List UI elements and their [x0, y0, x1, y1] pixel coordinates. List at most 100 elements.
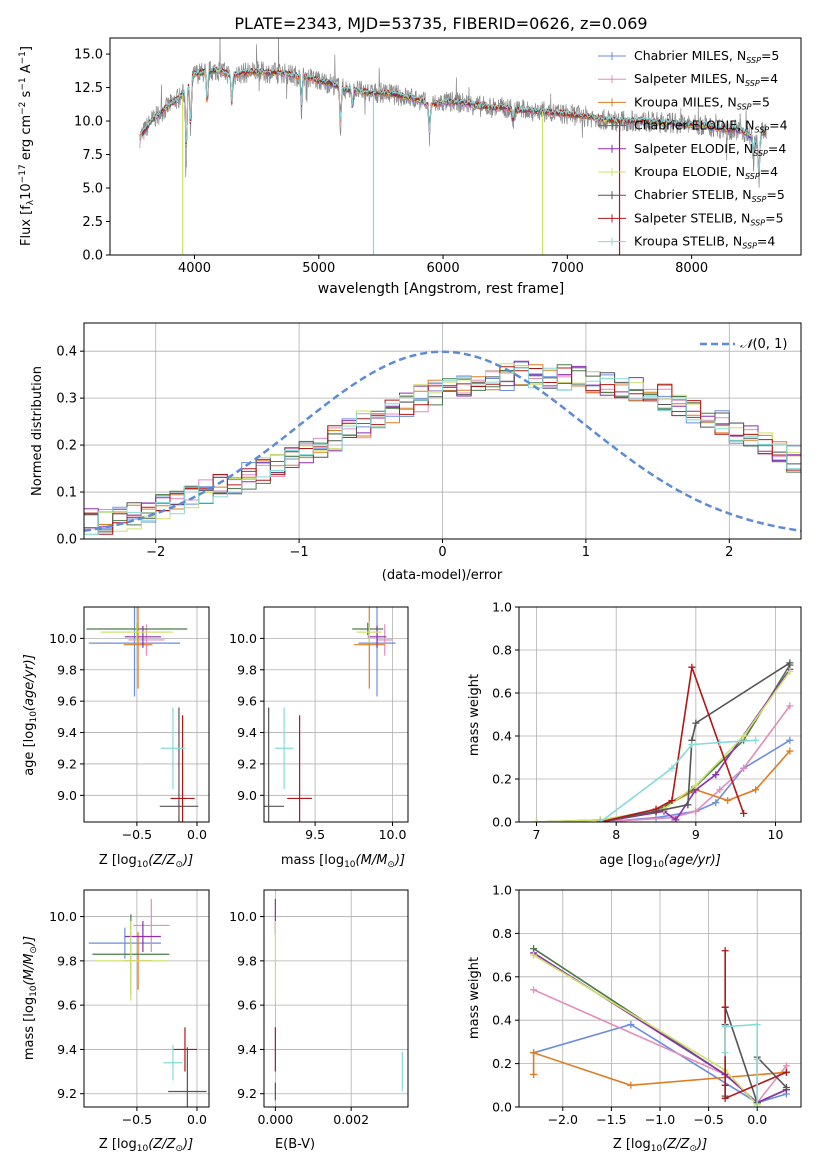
x-tick-label: 0.0 [747, 1112, 767, 1127]
y-tick-label: 0.6 [492, 969, 512, 984]
y-tick-label: 0.0 [56, 533, 77, 548]
mass-vs-z-x-label: Z [log10(Z/Z⊙)] [99, 1137, 193, 1154]
series-point-salpeter_miles [782, 1062, 790, 1070]
legend-label-kroupa_stelib: Kroupa STELIB, NSSP=4 [634, 234, 775, 251]
y-tick-label: 0.2 [492, 772, 512, 787]
y-tick-label: 0.4 [56, 345, 77, 360]
x-tick-label: 10 [768, 827, 784, 842]
x-tick-label: 9 [692, 827, 700, 842]
mass-vs-z-y-label: mass [log10(M/M⊙)] [22, 936, 39, 1060]
y-tick-label: 0.3 [56, 392, 77, 407]
x-tick-label: −0.5 [693, 1112, 723, 1127]
series-line-kroupa_elodie [536, 671, 791, 822]
legend-label-salpeter_elodie: Salpeter ELODIE, NSSP=4 [634, 141, 786, 158]
series-point-chabrier_stelib [684, 801, 692, 809]
y-tick-label: 0.2 [492, 1056, 512, 1071]
y-tick-label: 9.4 [57, 1042, 77, 1057]
legend-label-salpeter_miles: Salpeter MILES, NSSP=4 [634, 71, 778, 88]
age-vs-mass-x-label: mass [log10(M/M⊙)] [281, 853, 405, 870]
legend-label-chabrier_miles: Chabrier MILES, NSSP=5 [634, 48, 779, 65]
y-tick-label: 9.6 [57, 998, 77, 1013]
series-point-chabrier_miles [652, 814, 660, 822]
series-point-salpeter_stelib [721, 1081, 729, 1089]
series-point-salpeter_elodie [712, 771, 720, 779]
y-tick-label: 2.5 [82, 215, 103, 230]
y-tick-label: 12.5 [74, 81, 103, 96]
age-vs-mass-labels: mass [log10(M/M⊙)] [281, 853, 405, 870]
y-tick-label: 10.0 [74, 115, 103, 130]
mass-vs-ebv-labels: E(B-V) [275, 1137, 315, 1152]
series-point-salpeter_miles [786, 702, 794, 710]
mass-vs-ebv-marks [274, 898, 403, 1101]
massweight-vs-z-y-label: mass weight [467, 957, 482, 1039]
residuals-x-axis-label: (data-model)/error [382, 568, 503, 583]
histogram-chabrier_stelib [84, 367, 801, 539]
axes-frame [518, 606, 802, 823]
x-tick-label: 6000 [427, 261, 460, 276]
legend-label-chabrier_stelib: Chabrier STELIB, NSSP=5 [634, 187, 785, 204]
series-line-chabrier_miles [600, 739, 791, 822]
series-point-kroupa_miles [530, 1049, 538, 1057]
series-point-chabrier_miles [712, 799, 720, 807]
histogram-salpeter_stelib [84, 366, 801, 539]
x-tick-label: 8 [612, 827, 620, 842]
x-tick-label: 4000 [178, 261, 211, 276]
y-tick-label: 9.6 [57, 694, 77, 709]
legend-label-kroupa_miles: Kroupa MILES, NSSP=5 [634, 94, 770, 111]
y-tick-label: 9.6 [237, 694, 257, 709]
series-point-kroupa_stelib [752, 736, 760, 744]
x-tick-label: −0.5 [122, 827, 152, 842]
histogram-kroupa_stelib [84, 367, 801, 539]
y-tick-label: 0.2 [56, 439, 77, 454]
massweight-vs-age-y-label: mass weight [467, 674, 482, 756]
x-tick-label: 2 [725, 545, 733, 560]
x-tick-label: 9.5 [305, 827, 325, 842]
mass-vs-ebv-x-label: E(B-V) [275, 1137, 315, 1152]
y-tick-label: 9.0 [237, 788, 257, 803]
series-point-kroupa_stelib [753, 1055, 761, 1063]
series-point-salpeter_stelib [668, 797, 676, 804]
spectrum-axes: 4000 5000 6000 7000 8000 0.0 2.5 5.0 7.5 10.0 12.5… [74, 37, 802, 276]
massweight-vs-age-x-label: age [log10(age/yr)] [599, 853, 721, 870]
series-point-salpeter_stelib [782, 1068, 790, 1076]
y-tick-label: 9.0 [57, 788, 77, 803]
massweight-vs-z-labels: Z [log10(Z/Z⊙)] mass weight [467, 957, 707, 1154]
x-tick-label: −1.5 [596, 1112, 626, 1127]
age-vs-z-panel: −0.5 0.0 9.0 9.2 9.4 9.6 9.8 10.0 [49, 606, 210, 842]
y-tick-label: 9.8 [57, 662, 77, 677]
y-tick-label: 9.8 [57, 953, 77, 968]
y-tick-label: 9.2 [57, 756, 77, 771]
series-point-kroupa_elodie [740, 732, 748, 740]
series-point-kroupa_stelib [721, 1023, 729, 1031]
residuals-grid [84, 323, 801, 540]
series-point-kroupa_stelib [753, 1103, 761, 1107]
age-vs-z-labels: Z [log10(Z/Z⊙)] age [log10(age/yr)] [22, 654, 193, 870]
x-tick-label: 0.002 [333, 1112, 369, 1127]
y-tick-label: 9.4 [237, 1042, 257, 1057]
residuals-panel: −2 −1 0 1 2 0.0 0.1 0.2 0.3 0.4 (data-model)/erro… [30, 322, 802, 583]
residuals-y-axis-label: Normed distribution [30, 366, 45, 496]
mass-vs-z-panel: −0.5 0.0 9.2 9.4 9.6 9.8 10.0 [49, 889, 210, 1127]
model-spectrum-salpeter_stelib [139, 65, 767, 170]
y-tick-label: 7.5 [82, 148, 103, 163]
age-vs-z-marks [86, 607, 199, 822]
model-spectrum-kroupa_stelib [139, 65, 767, 172]
residuals-plot-area [84, 350, 801, 539]
series-point-chabrier_stelib [786, 659, 794, 667]
series-point-salpeter_miles [740, 764, 748, 772]
x-tick-label: −1 [290, 545, 309, 560]
x-tick-label: 7000 [551, 261, 584, 276]
y-tick-label: 9.2 [237, 1086, 257, 1101]
x-tick-label: −2 [146, 545, 165, 560]
series-point-salpeter_miles [530, 986, 538, 994]
histogram-kroupa_elodie [84, 363, 801, 539]
residuals-axes: −2 −1 0 1 2 0.0 0.1 0.2 0.3 0.4 [56, 322, 802, 560]
series-point-chabrier_stelib [692, 719, 700, 727]
series-point-kroupa_elodie [786, 668, 794, 675]
y-tick-label: 9.4 [237, 725, 257, 740]
spectrum-y-axis-label: Flux [fλ10−17 erg cm−2 s−1 A−1] [18, 46, 36, 246]
age-vs-mass-marks [264, 607, 396, 822]
legend-label-kroupa_elodie: Kroupa ELODIE, NSSP=4 [634, 164, 778, 181]
y-tick-label: 0.6 [492, 686, 512, 701]
